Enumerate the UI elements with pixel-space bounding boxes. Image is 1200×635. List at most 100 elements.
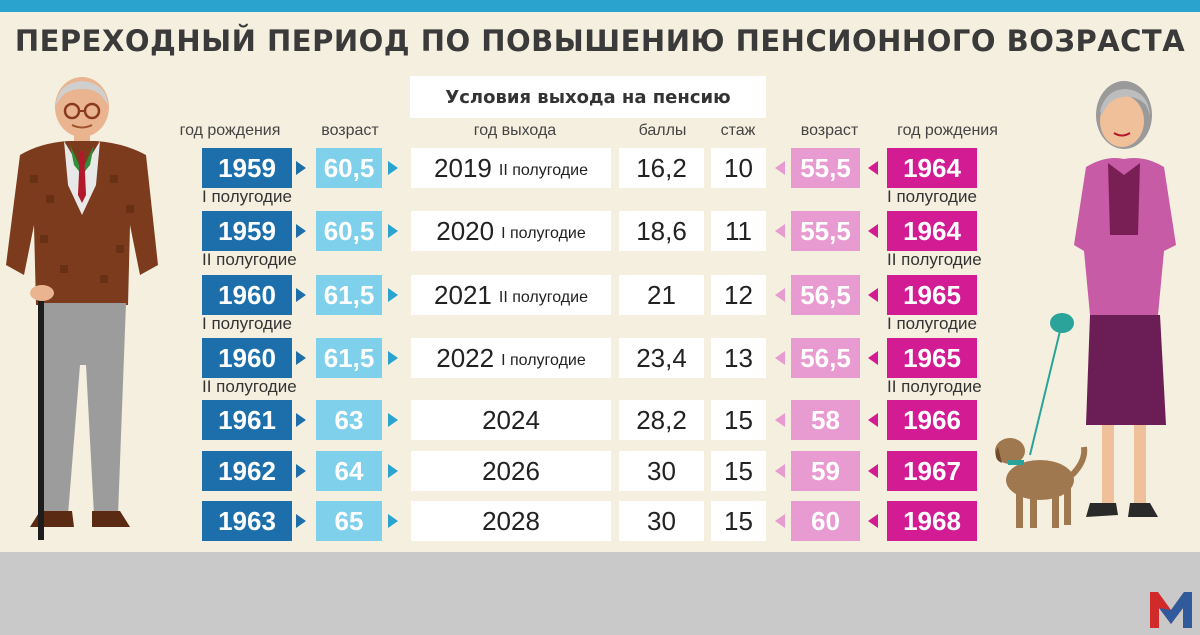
women-birth-year: 1965 [887, 275, 977, 315]
arrow-left-icon [868, 464, 878, 478]
experience: 12 [711, 275, 766, 315]
men-birth-year: 1960 [202, 275, 292, 315]
points: 16,2 [619, 148, 704, 188]
m-logo-icon [1150, 592, 1192, 628]
women-age: 55,5 [791, 211, 860, 251]
men-birth-year: 1960 [202, 338, 292, 378]
exit-half: I полугодие [501, 352, 586, 369]
men-birth-year: 1963 [202, 501, 292, 541]
experience: 11 [711, 211, 766, 251]
men-half-note: I полугодие [202, 187, 292, 206]
arrow-right-icon [388, 413, 398, 427]
arrow-left-icon [775, 161, 785, 175]
arrow-right-icon [296, 288, 306, 302]
arrow-left-icon [868, 351, 878, 365]
men-age: 61,5 [316, 275, 382, 315]
women-age: 59 [791, 451, 860, 491]
arrow-right-icon [388, 351, 398, 365]
table-row: 1960 61,5 2021 II полугодие 21 12 56,5 19… [0, 275, 1200, 319]
men-half-note: II полугодие [202, 250, 297, 269]
arrow-right-icon [388, 464, 398, 478]
exit-year: 2022 I полугодие [411, 338, 611, 378]
experience: 15 [711, 400, 766, 440]
women-half-note: I полугодие [887, 314, 977, 333]
arrow-left-icon [775, 288, 785, 302]
points: 30 [619, 451, 704, 491]
points: 23,4 [619, 338, 704, 378]
arrow-right-icon [296, 224, 306, 238]
men-age: 65 [316, 501, 382, 541]
exit-year-value: 2026 [482, 455, 540, 486]
men-age: 60,5 [316, 211, 382, 251]
experience: 15 [711, 451, 766, 491]
exit-year: 2026 [411, 451, 611, 491]
women-birth-year: 1966 [887, 400, 977, 440]
exit-year: 2020 I полугодие [411, 211, 611, 251]
men-age: 63 [316, 400, 382, 440]
footer-band [0, 552, 1200, 635]
women-birth-year: 1967 [887, 451, 977, 491]
arrow-left-icon [775, 464, 785, 478]
exit-year-value: 2019 [434, 152, 492, 183]
points: 21 [619, 275, 704, 315]
arrow-left-icon [868, 514, 878, 528]
women-half-note: II полугодие [887, 250, 982, 269]
experience: 15 [711, 501, 766, 541]
exit-year: 2019 II полугодие [411, 148, 611, 188]
women-age: 56,5 [791, 338, 860, 378]
table-row: 1961 63 2024 28,2 15 58 1966 [0, 400, 1200, 444]
header-exit-year: год выхода [473, 122, 557, 139]
arrow-left-icon [868, 224, 878, 238]
arrow-right-icon [296, 464, 306, 478]
exit-half: II полугодие [498, 162, 588, 179]
men-age: 64 [316, 451, 382, 491]
top-accent-bar [0, 0, 1200, 12]
arrow-right-icon [388, 224, 398, 238]
exit-year: 2021 II полугодие [411, 275, 611, 315]
exit-year: 2024 [411, 400, 611, 440]
header-age-women: возраст [800, 122, 859, 139]
table-row: 1960 61,5 2022 I полугодие 23,4 13 56,5 1… [0, 338, 1200, 382]
women-birth-year: 1964 [887, 148, 977, 188]
arrow-right-icon [296, 514, 306, 528]
arrow-right-icon [388, 514, 398, 528]
men-half-note: II полугодие [202, 377, 297, 396]
men-birth-year: 1959 [202, 148, 292, 188]
men-half-note: I полугодие [202, 314, 292, 333]
arrow-left-icon [775, 413, 785, 427]
table-subtitle: Условия выхода на пенсию [410, 76, 766, 118]
men-age: 60,5 [316, 148, 382, 188]
women-age: 58 [791, 400, 860, 440]
arrow-left-icon [775, 351, 785, 365]
table-row: 1959 60,5 2019 II полугодие 16,2 10 55,5 … [0, 148, 1200, 192]
women-half-note: I полугодие [887, 187, 977, 206]
women-age: 60 [791, 501, 860, 541]
header-age-men: возраст [321, 122, 379, 139]
table-row: 1963 65 2028 30 15 60 1968 [0, 501, 1200, 545]
header-birth-year-women: год рождения [897, 122, 998, 139]
men-birth-year: 1959 [202, 211, 292, 251]
header-birth-year-men: год рождения [179, 122, 281, 139]
elderly-man-illustration [6, 77, 158, 540]
points: 30 [619, 501, 704, 541]
table-row: 1962 64 2026 30 15 59 1967 [0, 451, 1200, 495]
arrow-left-icon [775, 224, 785, 238]
exit-year-value: 2021 [434, 279, 492, 310]
header-points: баллы [638, 122, 687, 139]
experience: 10 [711, 148, 766, 188]
points: 18,6 [619, 211, 704, 251]
elderly-woman-illustration [995, 81, 1176, 528]
arrow-left-icon [868, 413, 878, 427]
women-birth-year: 1965 [887, 338, 977, 378]
exit-year-value: 2028 [482, 505, 540, 536]
exit-half: I полугодие [501, 225, 586, 242]
women-age: 55,5 [791, 148, 860, 188]
table-row: 1959 60,5 2020 I полугодие 18,6 11 55,5 1… [0, 211, 1200, 255]
exit-year: 2028 [411, 501, 611, 541]
women-age: 56,5 [791, 275, 860, 315]
page-title: ПЕРЕХОДНЫЙ ПЕРИОД ПО ПОВЫШЕНИЮ ПЕНСИОННО… [14, 24, 1186, 58]
women-birth-year: 1968 [887, 501, 977, 541]
men-birth-year: 1961 [202, 400, 292, 440]
women-half-note: II полугодие [887, 377, 982, 396]
men-birth-year: 1962 [202, 451, 292, 491]
